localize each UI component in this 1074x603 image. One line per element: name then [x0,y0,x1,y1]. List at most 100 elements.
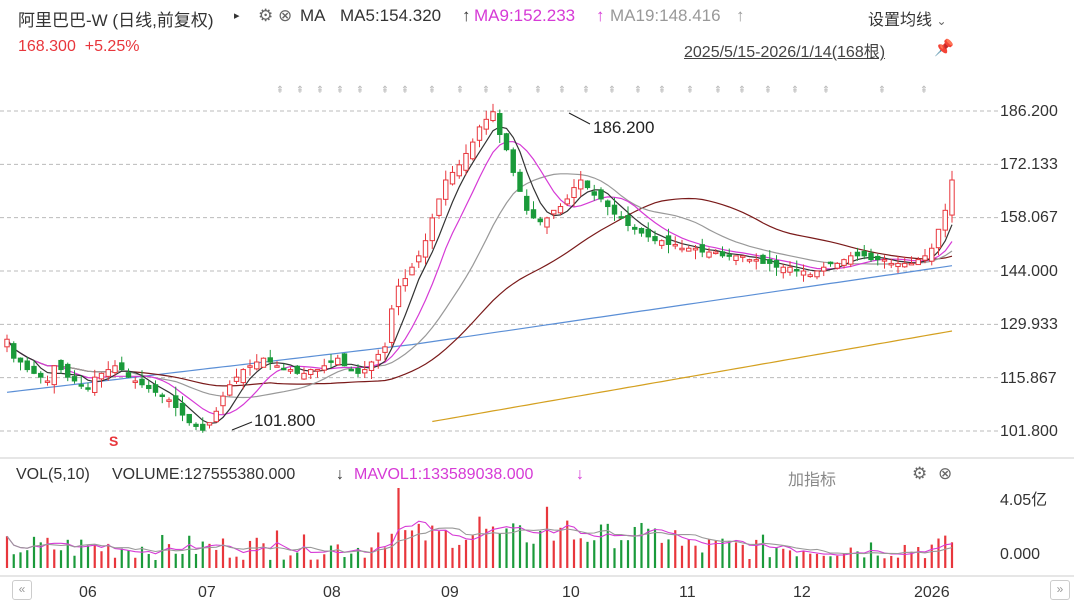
up-candle [395,285,402,308]
ma-close-icon[interactable]: ⊗ [278,6,293,25]
event-marker: ⇞ [822,85,830,96]
down-candle [193,423,199,427]
down-candle [78,384,84,387]
last-price: 168.300 [18,38,76,55]
down-candle [537,218,543,223]
x-axis-label: 10 [562,584,580,601]
volume-axis-top: 4.05亿 [1000,492,1048,509]
down-candle [773,260,780,268]
x-axis-label: 09 [441,584,459,601]
up-candle [557,206,564,214]
vol-close-icon[interactable]: ⊗ [938,464,953,483]
event-marker: ⇞ [582,85,590,96]
low-annotation: 101.800 [254,411,316,430]
volume-value: VOLUME:127555380.000 [112,466,296,483]
down-candle [179,402,186,416]
down-candle [65,363,71,378]
down-candle [591,191,597,196]
event-marker: ⇞ [558,85,566,96]
down-candle [861,250,867,257]
ma19-value: MA19:148.416 [610,6,721,25]
up-candle [814,270,820,278]
vol-settings-gear-icon[interactable]: ⚙ [912,464,928,483]
event-marker: ⇞ [356,85,364,96]
down-candle [294,365,300,374]
down-candle [341,353,348,367]
down-candle [652,236,658,242]
up-candle [416,255,422,263]
event-marker: ⇞ [428,85,436,96]
up-candle [544,217,550,228]
event-marker: ⇞ [878,85,886,96]
event-marker: ⇞ [791,85,799,96]
down-candle [625,215,631,227]
up-candle [571,187,577,199]
event-marker: ⇞ [506,85,514,96]
down-candle [31,365,37,374]
high-arrow [568,112,591,125]
up-candle [483,118,489,130]
ma19-line [6,173,953,399]
event-marker: ⇞ [534,85,542,96]
event-marker: ⇞ [296,85,304,96]
up-candle [888,262,894,266]
up-candle [254,361,260,370]
down-candle [638,228,645,234]
mavol1-value: MAVOL1:133589038.000 [354,466,534,483]
up-candle [564,198,570,205]
price-change: +5.25% [84,38,140,55]
up-candle [321,365,327,371]
up-candle [686,247,692,252]
down-candle [173,395,179,408]
up-candle [389,308,395,343]
up-candle [368,361,375,371]
price-axis-label: 172.133 [1000,156,1058,173]
x-axis-label: 2026 [914,584,950,601]
price-axis-label: 158.067 [1000,209,1058,226]
up-candle [206,422,213,426]
event-marker: ⇞ [738,85,746,96]
vol-label: VOL(5,10) [16,466,90,483]
event-marker: ⇞ [482,85,490,96]
x-axis-label: 08 [323,584,341,601]
up-candle [935,228,942,249]
up-candle [908,262,915,266]
ma5-arrow-icon: ↑ [462,6,471,25]
event-marker: ⇞ [634,85,642,96]
down-candle [605,200,611,208]
up-candle [470,141,476,160]
up-candle [362,369,368,374]
down-candle [524,195,530,211]
up-candle [382,346,388,353]
price-axis-label: 101.800 [1000,423,1058,440]
pin-icon[interactable]: 📌 [934,40,954,57]
ma250-line [432,330,953,423]
stock-title: 阿里巴巴-W (日线,前复权) [18,11,214,30]
price-axis-label: 144.000 [1000,263,1058,280]
down-candle [17,357,24,363]
up-candle [780,266,786,274]
price-axis-label: 186.200 [1000,103,1058,120]
scroll-right-button[interactable]: » [1050,580,1070,600]
last-price-info: 168.300 +5.25% [18,38,139,56]
period-dropdown-icon[interactable]: ▸ [234,10,240,22]
scroll-left-button[interactable]: « [12,580,32,600]
down-candle [11,343,17,359]
ma-settings-gear-icon[interactable]: ⚙ [258,6,274,25]
up-candle [821,266,827,272]
up-candle [848,255,854,265]
sell-signal-marker[interactable]: S [109,433,119,449]
up-candle [4,338,10,348]
up-candle [740,255,746,258]
add-indicator-button[interactable]: 加指标 [788,472,837,489]
event-marker: ⇞ [456,85,464,96]
up-candle [706,251,712,258]
x-axis-label: 12 [793,584,811,601]
down-candle [699,244,705,253]
event-marker: ⇞ [336,85,344,96]
up-candle [902,262,908,268]
date-range-link[interactable]: 2025/5/15-2026/1/14(168根) [684,44,886,61]
set-ma-button[interactable]: 设置均线 ⌄ [868,6,947,30]
volume-axis-bottom: 0.000 [1000,546,1041,563]
